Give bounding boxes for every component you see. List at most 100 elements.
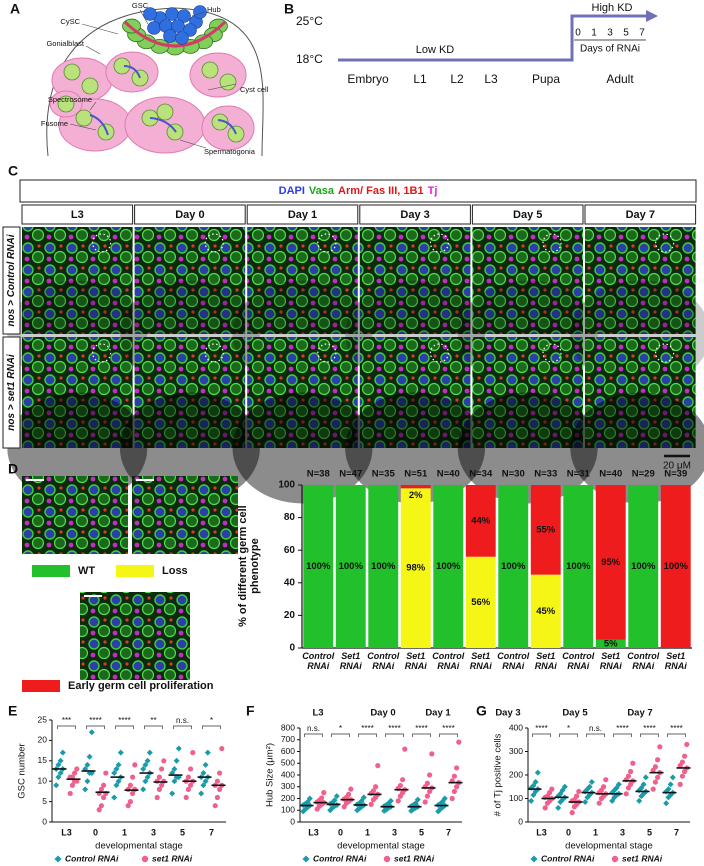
y-tick-label: 700: [281, 734, 295, 744]
data-point: [204, 749, 211, 756]
data-point: [596, 800, 602, 806]
data-point: [679, 759, 686, 765]
value-label: 100%: [371, 561, 396, 572]
data-point: [132, 762, 138, 768]
hub-cell: [175, 31, 189, 45]
cyst: [189, 52, 247, 98]
germ-cell: [81, 77, 99, 95]
micrograph-shade: [570, 392, 704, 504]
data-point: [623, 791, 629, 797]
significance: ****: [388, 724, 400, 733]
stage-label: L3: [312, 708, 323, 719]
channel-header-box: [19, 179, 697, 203]
hub-cell: [165, 7, 179, 21]
value-label: 100%: [631, 561, 656, 572]
significance-bracket: [385, 733, 404, 737]
panel-letter: D: [8, 461, 18, 477]
x-tick-label: Control RNAi: [367, 651, 400, 671]
data-point: [652, 779, 659, 785]
diagram-label: GSC: [132, 1, 149, 10]
x-tick-label: Control RNAi: [432, 651, 465, 671]
diagram-label: Gonialblast: [46, 39, 84, 48]
data-point: [103, 770, 109, 776]
significance-bracket: [439, 733, 458, 737]
data-point: [451, 788, 457, 795]
data-point: [663, 800, 670, 807]
x-axis-title: developmental stage: [337, 841, 425, 852]
data-point: [57, 757, 64, 764]
data-point: [219, 745, 225, 752]
column-header: Day 3: [400, 209, 429, 221]
data-point: [115, 778, 122, 785]
significance: *: [339, 724, 342, 733]
row-label: nos > set1 RNAi: [6, 354, 17, 431]
x-tick-label: L3: [536, 827, 547, 837]
micrograph: [22, 476, 128, 554]
n-label: N=33: [534, 469, 557, 480]
data-point: [360, 794, 367, 801]
micrograph-shade: [119, 392, 260, 504]
value-label: 98%: [406, 563, 426, 574]
significance-bracket: [144, 725, 163, 729]
data-point: [146, 749, 153, 756]
value-label: 44%: [471, 515, 491, 526]
day-tick: 3: [607, 28, 613, 39]
legend-swatch: [116, 565, 154, 577]
data-point: [652, 764, 659, 770]
legend-swatch: [32, 565, 70, 577]
day-tick: 5: [623, 28, 629, 39]
data-point: [96, 807, 102, 813]
data-point: [98, 786, 104, 792]
x-tick-label: 7: [209, 827, 214, 837]
column-header: Day 1: [288, 209, 317, 221]
fusome: [123, 65, 141, 79]
data-point: [202, 778, 209, 785]
data-point: [84, 778, 91, 785]
data-point: [142, 761, 149, 768]
data-point: [449, 795, 455, 802]
significance: ****: [643, 724, 655, 733]
y-tick-label: 300: [281, 781, 295, 791]
y-tick-label: 800: [281, 722, 295, 732]
micrograph: [585, 337, 696, 448]
data-point: [636, 797, 643, 804]
data-point: [368, 801, 374, 807]
data-point: [59, 749, 66, 756]
n-label: N=30: [502, 469, 525, 480]
x-tick-label: 0: [566, 827, 571, 837]
data-point: [55, 774, 62, 781]
data-point: [111, 794, 118, 801]
data-point: [441, 795, 448, 802]
data-point: [402, 746, 408, 752]
bar-segment: [530, 574, 561, 648]
micrograph: [247, 337, 358, 448]
data-point: [111, 770, 118, 777]
panel-letter: B: [284, 1, 294, 17]
significance-bracket: [559, 733, 578, 737]
data-point: [183, 794, 189, 801]
significance: n.s.: [176, 716, 189, 725]
significance: *: [567, 724, 570, 733]
germ-cell: [156, 103, 174, 121]
data-point: [555, 804, 562, 811]
n-label: N=35: [372, 469, 396, 480]
x-tick-label: 1: [365, 827, 370, 837]
data-point: [454, 784, 460, 790]
data-point: [642, 774, 649, 781]
column-header-box: [21, 204, 134, 225]
data-point: [130, 774, 136, 780]
hub-outline: [542, 343, 562, 363]
significance-bracket: [57, 725, 76, 729]
cyst: [105, 51, 159, 93]
data-point: [130, 790, 136, 797]
value-label: 55%: [536, 524, 556, 535]
data-point: [650, 786, 656, 792]
significance: *: [210, 716, 213, 725]
legend-label: Loss: [162, 565, 188, 577]
data-point: [185, 774, 191, 780]
column-header-box: [134, 204, 246, 225]
significance: ****: [89, 716, 101, 725]
data-point: [375, 763, 381, 769]
bar-segment: [303, 485, 334, 648]
y-tick-label: 200: [281, 793, 295, 803]
